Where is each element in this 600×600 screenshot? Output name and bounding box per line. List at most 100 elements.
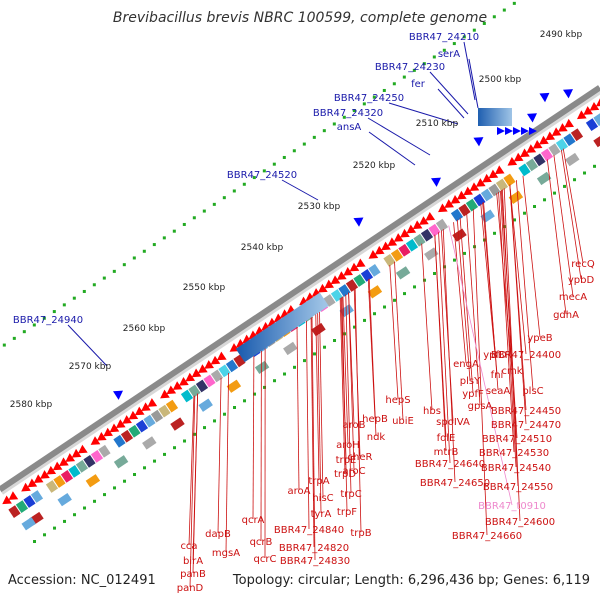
reverse-gene-label[interactable]: trpF — [337, 507, 357, 518]
reverse-gene-arrow — [532, 140, 543, 149]
reverse-gene-label[interactable]: BBR47_24600 — [485, 517, 555, 528]
reverse-gene-label[interactable]: tyrA — [311, 509, 332, 520]
reverse-gene-label[interactable]: aroC — [342, 466, 365, 477]
ruler-dot-outer — [222, 196, 226, 200]
reverse-gene-label[interactable]: BBR47_24550 — [483, 482, 553, 493]
forward-gene-label[interactable]: BBR47_24940 — [13, 315, 83, 326]
reverse-gene-label[interactable]: trpB — [350, 528, 371, 539]
forward-gene-label[interactable]: BBR47_24230 — [375, 62, 445, 73]
reverse-gene-label[interactable]: aroA — [288, 486, 311, 497]
reverse-gene-arrow — [103, 427, 113, 437]
reverse-gene-label[interactable]: mtrB — [434, 447, 459, 458]
reverse-gene-label[interactable]: ypbD — [568, 275, 595, 286]
cog-block — [555, 138, 569, 152]
reverse-gene-label[interactable]: qcrB — [250, 537, 273, 548]
forward-gene-arrow — [431, 177, 441, 187]
reverse-gene-label[interactable]: fni — [491, 370, 504, 381]
reverse-gene-label[interactable]: mgsA — [212, 548, 240, 559]
reverse-gene-label[interactable]: mecA — [559, 292, 587, 303]
reverse-gene-label[interactable]: hepS — [385, 395, 410, 406]
cog-block-outer — [254, 360, 270, 375]
reverse-gene-label[interactable]: ubiE — [392, 416, 414, 427]
reverse-gene-label[interactable]: ndk — [367, 432, 386, 443]
reverse-gene-label[interactable]: cmk — [501, 366, 522, 377]
reverse-gene-label[interactable]: plsY — [460, 376, 481, 387]
rna-gene-label[interactable]: BBR47_t0910 — [478, 501, 546, 512]
reverse-gene-label[interactable]: ypfF — [462, 389, 484, 400]
reverse-gene-label[interactable]: BBR47_24640 — [415, 459, 485, 470]
ruler-dot-inner — [133, 473, 137, 477]
reverse-gene-label[interactable]: aroH — [336, 440, 360, 451]
cog-block-outer — [367, 285, 383, 299]
ruler-dot-outer — [82, 289, 86, 293]
cog-block-outer — [536, 171, 552, 186]
reverse-gene-label[interactable]: trpD — [334, 469, 356, 480]
forward-gene-label[interactable]: serA — [438, 49, 460, 60]
reverse-gene-label[interactable]: hisC — [312, 493, 333, 504]
reverse-gene-label[interactable]: ypeB — [527, 333, 552, 344]
ruler-tick-label: 2510 kbp — [416, 119, 459, 129]
reverse-gene-label[interactable]: BBR47_24540 — [481, 463, 551, 474]
reverse-gene-label[interactable]: gdhA — [553, 310, 579, 321]
reverse-gene-label[interactable]: recQ — [571, 259, 595, 270]
cog-block-outer — [226, 379, 242, 393]
reverse-gene-label[interactable]: BBR47_24830 — [280, 556, 350, 567]
backbone-outer — [0, 85, 600, 493]
reverse-gene-label[interactable]: gpsA — [468, 401, 493, 412]
forward-gene-label[interactable]: BBR47_24250 — [334, 93, 404, 104]
reverse-gene-label[interactable]: panD — [177, 583, 204, 594]
reverse-gene-label[interactable]: cca — [180, 541, 197, 552]
operon-block — [235, 292, 329, 363]
reverse-gene-arrow — [33, 474, 44, 483]
reverse-gene-label[interactable]: trpA — [308, 476, 329, 487]
reverse-gene-label[interactable]: plsC — [522, 386, 543, 397]
cog-block — [323, 294, 336, 307]
reverse-gene-label[interactable]: hepB — [362, 414, 388, 425]
forward-gene-label[interactable]: BBR47_24320 — [313, 108, 383, 119]
ruler-dot-inner — [373, 312, 377, 316]
reverse-gene-label[interactable]: BBR47_24650 — [420, 478, 490, 489]
cog-block — [525, 158, 539, 172]
forward-leader — [437, 88, 465, 119]
reverse-gene-arrow — [412, 220, 423, 230]
forward-gene-label[interactable]: ansA — [337, 122, 362, 133]
reverse-gene-label[interactable]: aroB — [343, 420, 366, 431]
cog-block-outer — [311, 322, 326, 337]
reverse-gene-label[interactable]: panB — [180, 569, 206, 580]
cog-block — [368, 264, 381, 277]
forward-gene-label[interactable]: fer — [411, 79, 426, 90]
reverse-gene-label[interactable]: hbs — [423, 406, 441, 417]
reverse-gene-label[interactable]: trpC — [340, 489, 361, 500]
reverse-gene-label[interactable]: folE — [437, 433, 456, 444]
reverse-leader — [480, 203, 496, 355]
reverse-gene-label[interactable]: BBR47_24530 — [479, 448, 549, 459]
ruler-dot-inner — [323, 345, 327, 349]
ruler-dot-inner — [43, 533, 47, 537]
cog-block-outer — [57, 492, 72, 507]
reverse-gene-label[interactable]: cheR — [348, 452, 373, 463]
reverse-gene-label[interactable]: BBR47_24450 — [491, 406, 561, 417]
reverse-gene-label[interactable]: BBR47_24660 — [452, 531, 522, 542]
forward-gene-label[interactable]: BBR47_24520 — [227, 170, 297, 181]
reverse-gene-label[interactable]: qcrC — [254, 554, 277, 565]
reverse-gene-label[interactable]: BBR47_24510 — [482, 434, 552, 445]
reverse-gene-label[interactable]: ypfD — [483, 350, 507, 361]
reverse-gene-label[interactable]: seaA — [486, 386, 510, 397]
reverse-gene-label[interactable]: BBR47_24470 — [491, 420, 561, 431]
reverse-gene-label[interactable]: trpE — [336, 455, 357, 466]
reverse-gene-label[interactable]: spoIVA — [436, 417, 470, 428]
reverse-gene-arrow — [482, 173, 492, 183]
reverse-gene-label[interactable]: engA — [453, 359, 479, 370]
forward-gene-label[interactable]: BBR47_24210 — [409, 32, 479, 43]
reverse-gene-label[interactable]: dapB — [205, 529, 231, 540]
reverse-gene-label[interactable]: BBR47_24400 — [491, 350, 561, 361]
reverse-gene-label[interactable]: BBR47_24840 — [274, 525, 344, 536]
reverse-gene-label[interactable]: qcrA — [242, 515, 265, 526]
reverse-gene-arrow — [507, 156, 518, 166]
cog-block — [390, 248, 404, 262]
reverse-gene-label[interactable]: birA — [183, 556, 203, 567]
ruler-dot-inner — [543, 198, 547, 202]
map-title: Brevibacillus brevis NBRC 100599, comple… — [112, 10, 488, 26]
reverse-gene-label[interactable]: BBR47_24820 — [279, 543, 349, 554]
